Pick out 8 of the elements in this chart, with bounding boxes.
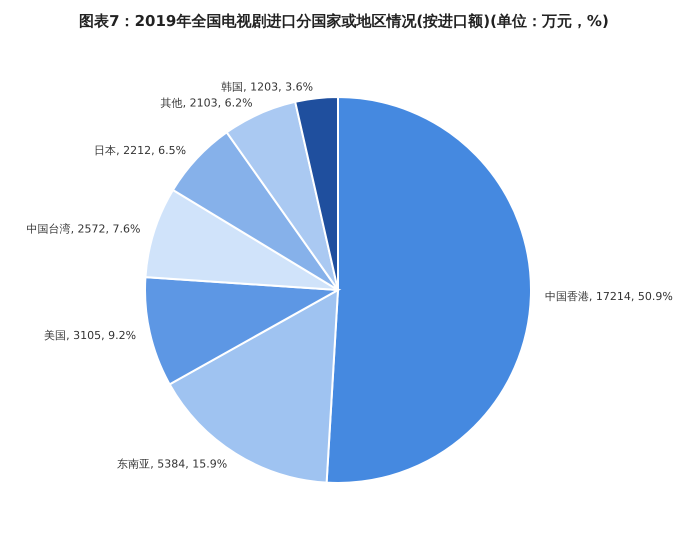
slice-label: 韩国, 1203, 3.6% [221,80,314,94]
slice-label: 中国香港, 17214, 50.9% [544,290,673,304]
slice-label: 日本, 2212, 6.5% [94,144,186,158]
chart-title: 图表7：2019年全国电视剧进口分国家或地区情况(按进口额)(单位：万元，%) [79,12,609,30]
slice-label: 中国台湾, 2572, 7.6% [26,222,141,236]
slice-label: 东南亚, 5384, 15.9% [117,458,228,471]
slice-label: 美国, 3105, 9.2% [44,329,136,342]
slice-label: 其他, 2103, 6.2% [160,96,253,110]
